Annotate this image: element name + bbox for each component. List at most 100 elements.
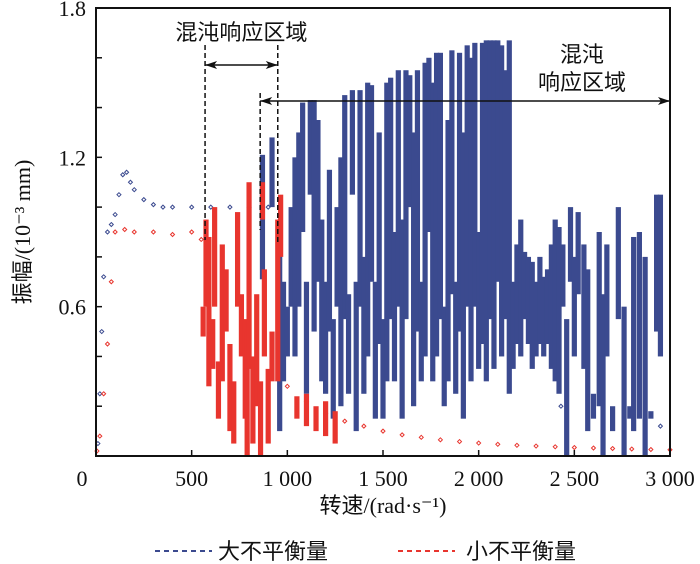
range-segment <box>445 120 451 382</box>
data-point <box>208 204 214 210</box>
range-segment <box>206 236 212 387</box>
range-segment <box>259 182 266 220</box>
range-segment <box>518 219 524 357</box>
annotation-label: 混沌 <box>560 42 604 67</box>
range-segment <box>541 276 547 357</box>
range-segment <box>433 52 440 357</box>
x-tick-label: 1 500 <box>358 466 408 491</box>
range-segment <box>426 57 432 233</box>
range-segment <box>311 100 317 332</box>
data-point <box>116 191 122 198</box>
data-point <box>456 438 463 445</box>
arrow-head <box>260 97 273 105</box>
range-segment <box>334 207 340 307</box>
range-segment <box>395 70 401 307</box>
range-segment <box>654 194 660 332</box>
data-point <box>648 446 654 453</box>
range-segment <box>499 45 505 357</box>
range-segment <box>556 227 562 394</box>
range-segment <box>338 157 344 407</box>
data-point <box>418 434 424 441</box>
range-segment <box>313 406 319 432</box>
data-point <box>121 226 128 233</box>
data-point <box>558 403 564 409</box>
annotation-label: 混沌响应区域 <box>175 20 307 45</box>
legend: 大不平衡量 小不平衡量 <box>155 539 576 564</box>
axis-ticks: 0 500 1 000 1 500 2 000 2 500 3 000 0.6 1.2 1.8 <box>59 0 695 491</box>
data-point <box>169 204 176 210</box>
range-segment <box>648 411 654 419</box>
range-segment <box>380 319 386 419</box>
range-segment <box>303 281 310 394</box>
range-segment <box>657 194 664 357</box>
range-segment <box>627 406 633 419</box>
data-point <box>629 446 635 452</box>
range-segment <box>411 132 417 407</box>
series-0 <box>95 40 664 456</box>
range-segment <box>491 40 497 369</box>
range-segment <box>453 281 459 394</box>
range-segment <box>244 331 250 456</box>
range-segment <box>300 102 306 232</box>
plot-marks <box>94 40 673 456</box>
data-point <box>322 410 329 417</box>
data-point <box>571 444 578 451</box>
legend-label-large: 大不平衡量 <box>218 539 328 564</box>
range-segment <box>585 269 591 432</box>
data-point <box>609 445 616 452</box>
range-segment <box>265 368 271 444</box>
x-tick-label: 3 000 <box>645 466 695 491</box>
range-segment <box>219 244 225 382</box>
data-point <box>150 229 157 235</box>
data-point <box>284 383 291 390</box>
annotation-label: 响应区域 <box>538 70 626 95</box>
data-point <box>552 444 558 450</box>
range-segment <box>560 244 566 307</box>
range-segment <box>261 269 267 357</box>
range-segment <box>345 294 352 394</box>
range-segment <box>476 232 482 369</box>
range-segment <box>288 207 294 307</box>
range-segment <box>269 137 275 208</box>
range-segment <box>483 40 489 382</box>
range-segment <box>227 344 233 432</box>
range-segment <box>275 219 281 382</box>
data-point <box>169 231 176 238</box>
range-segment <box>203 219 209 307</box>
range-segment <box>418 281 424 382</box>
range-segment <box>636 232 642 419</box>
data-point <box>265 204 271 210</box>
data-point <box>104 229 111 235</box>
range-segment <box>441 306 447 407</box>
range-segment <box>323 401 329 437</box>
data-point <box>533 443 539 449</box>
x-tick-label: 1 000 <box>263 466 313 491</box>
range-segment <box>384 82 390 382</box>
range-segment <box>642 256 648 456</box>
range-segment <box>510 281 516 369</box>
range-segment <box>521 251 528 320</box>
range-segment <box>464 45 470 307</box>
data-point <box>99 328 105 335</box>
range-segment <box>210 319 216 369</box>
range-segment <box>303 393 310 427</box>
range-segment <box>223 269 229 332</box>
range-segment <box>323 281 329 394</box>
range-segment <box>468 57 474 382</box>
data-point <box>131 186 137 193</box>
range-segment <box>460 132 466 419</box>
range-segment <box>246 182 252 369</box>
data-point <box>437 437 444 443</box>
data-point <box>131 229 137 235</box>
data-point <box>361 423 367 429</box>
data-point <box>127 179 134 185</box>
range-segment <box>200 306 206 337</box>
range-segment <box>292 157 298 357</box>
range-segment <box>449 50 455 295</box>
range-segment <box>615 207 621 320</box>
data-point <box>590 445 597 451</box>
data-point <box>514 442 520 449</box>
data-point <box>160 204 166 210</box>
range-segment <box>215 361 222 419</box>
